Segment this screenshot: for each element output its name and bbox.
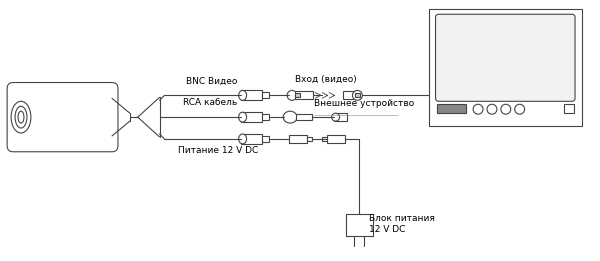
Text: BNC Видео: BNC Видео — [186, 76, 238, 86]
Bar — [296, 114, 312, 120]
Bar — [327, 135, 344, 143]
Bar — [428, 9, 582, 126]
Ellipse shape — [501, 104, 511, 114]
Bar — [322, 137, 327, 141]
Text: Питание 12 V DC: Питание 12 V DC — [178, 146, 258, 155]
Bar — [262, 92, 269, 98]
Text: Блок питания
12 V DC: Блок питания 12 V DC — [369, 214, 435, 234]
Bar — [295, 91, 313, 99]
Bar — [295, 93, 300, 97]
Bar — [241, 134, 262, 144]
Ellipse shape — [239, 90, 247, 100]
Bar — [241, 90, 262, 100]
Bar — [334, 113, 347, 121]
Ellipse shape — [515, 104, 524, 114]
FancyBboxPatch shape — [7, 82, 118, 152]
Ellipse shape — [352, 90, 362, 100]
Bar — [262, 114, 269, 120]
Ellipse shape — [332, 113, 340, 121]
Bar — [346, 214, 373, 236]
Text: Вход (видео): Вход (видео) — [295, 74, 356, 84]
Bar — [262, 136, 269, 142]
Ellipse shape — [239, 134, 247, 144]
Ellipse shape — [487, 104, 497, 114]
FancyBboxPatch shape — [436, 14, 575, 101]
Ellipse shape — [18, 111, 24, 123]
Bar — [355, 93, 361, 97]
Ellipse shape — [287, 90, 297, 100]
Ellipse shape — [11, 101, 31, 133]
Bar — [343, 91, 361, 99]
Bar — [289, 135, 307, 143]
Ellipse shape — [15, 106, 27, 128]
Text: Внешнее устройство: Внешнее устройство — [314, 99, 414, 108]
Bar — [437, 104, 466, 113]
Ellipse shape — [283, 111, 297, 123]
Ellipse shape — [239, 112, 247, 122]
Bar — [307, 137, 312, 141]
Ellipse shape — [473, 104, 483, 114]
Text: RCA кабель: RCA кабель — [184, 98, 238, 107]
Bar — [241, 112, 262, 122]
Bar — [564, 104, 574, 113]
